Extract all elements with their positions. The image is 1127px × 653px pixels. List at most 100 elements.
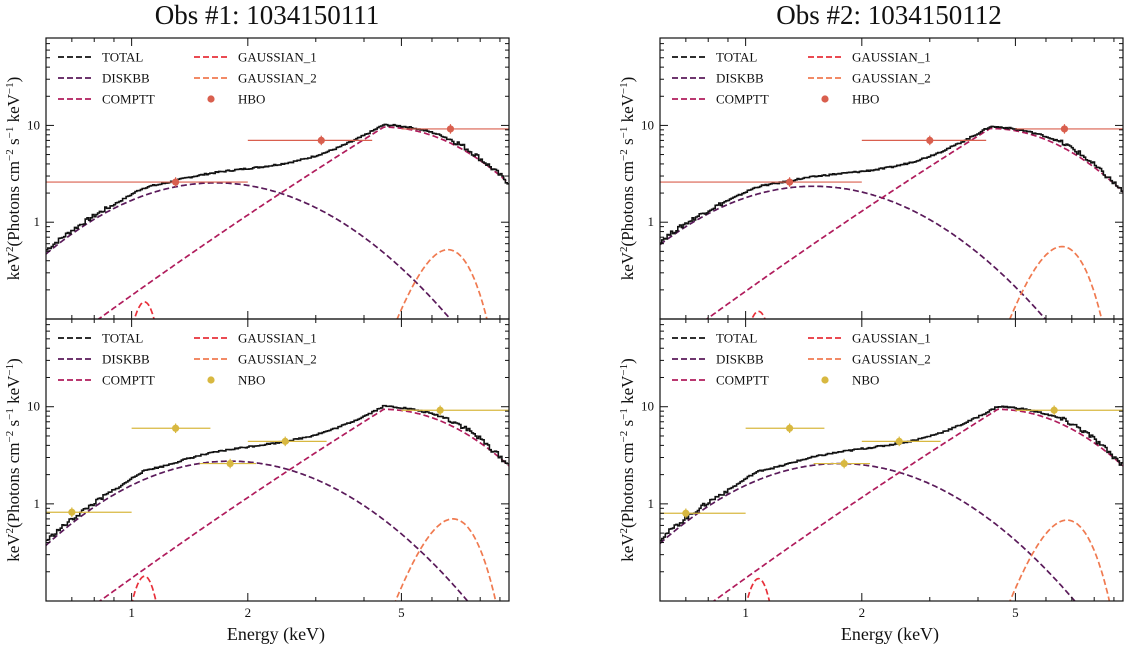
y-label-superscript: −1 xyxy=(618,408,630,420)
point-hbo xyxy=(1060,125,1069,133)
curve-gaussian-1 xyxy=(131,575,157,601)
legend-marker-hbo xyxy=(207,95,215,103)
y-label-part: keV xyxy=(618,251,637,280)
panel-top-right: 1 10 TOTAL DISKBB COMPTT GAUSSIAN_1 GAUSSIAN_2… xyxy=(618,37,1124,320)
y-tick-label: 1 xyxy=(648,496,655,511)
y-label-part: keV xyxy=(4,251,23,280)
y-tick-label: 10 xyxy=(27,117,40,132)
y-label-part: keV xyxy=(618,93,637,126)
curve-diskbb xyxy=(46,182,452,319)
y-label-superscript: −1 xyxy=(618,127,630,139)
legend-label-gaussian-1: GAUSSIAN_1 xyxy=(238,331,317,346)
x-tick-label: 2 xyxy=(859,605,866,620)
y-tick-label: 10 xyxy=(27,399,40,414)
legend-label-comptt: COMPTT xyxy=(716,373,769,388)
legend-marker-nbo xyxy=(207,376,215,384)
legend-label-gaussian-1: GAUSSIAN_1 xyxy=(238,50,317,65)
panel-bottom-right: 1 2 5 1 10 TOTAL DISKBB COMPTT GAUSSIAN_1 GAUSSIA… xyxy=(618,318,1124,620)
y-label-superscript: −1 xyxy=(618,82,630,94)
y-label-superscript: −2 xyxy=(4,431,16,443)
plot-area xyxy=(660,405,1123,601)
curve-total xyxy=(46,123,509,251)
y-label-part: (Photons cm xyxy=(618,442,637,527)
curve-diskbb xyxy=(46,460,469,601)
y-label-part: keV xyxy=(4,375,23,408)
point-nbo xyxy=(895,437,903,445)
curve-gaussian-1 xyxy=(133,301,155,319)
point-hbo xyxy=(786,178,794,186)
plot-area xyxy=(46,123,509,319)
legend-marker-hbo xyxy=(821,95,829,103)
legend-label-total: TOTAL xyxy=(102,50,143,65)
y-label-part: (Photons cm xyxy=(4,161,23,246)
legend-label-nbo: NBO xyxy=(852,373,879,388)
point-nbo xyxy=(436,406,444,414)
legend-label-comptt: COMPTT xyxy=(102,92,155,107)
y-label-superscript: 2 xyxy=(618,246,630,252)
legend-label-gaussian-1: GAUSSIAN_1 xyxy=(852,331,931,346)
point-hbo xyxy=(172,178,180,186)
legend-label-hbo: HBO xyxy=(238,92,265,107)
point-nbo xyxy=(682,509,690,517)
y-axis-label: keV2(Photons cm−2 s−1 keV−1) xyxy=(618,358,637,562)
x-tick-label: 5 xyxy=(398,605,405,620)
legend-label-gaussian-2: GAUSSIAN_2 xyxy=(238,71,317,86)
y-label-superscript: −1 xyxy=(4,408,16,420)
legend-label-diskbb: DISKBB xyxy=(102,71,150,86)
point-nbo xyxy=(840,459,848,468)
y-label-superscript: −2 xyxy=(618,431,630,443)
y-tick-label: 10 xyxy=(641,117,654,132)
curve-total xyxy=(660,405,1123,542)
legend-label-diskbb: DISKBB xyxy=(102,352,150,367)
y-tick-label: 1 xyxy=(648,214,655,229)
y-label-superscript: −1 xyxy=(618,364,630,376)
x-tick-label: 1 xyxy=(742,605,749,620)
y-tick-label: 1 xyxy=(34,214,41,229)
y-label-part: ) xyxy=(4,77,23,83)
curve-gaussian-2 xyxy=(394,518,497,601)
y-label-part: ) xyxy=(618,358,637,364)
y-axis-label: keV2(Photons cm−2 s−1 keV−1) xyxy=(4,77,23,281)
y-label-part: s xyxy=(618,420,637,431)
y-tick-label: 10 xyxy=(641,399,654,414)
y-label-part: (Photons cm xyxy=(4,442,23,527)
y-label-part: s xyxy=(618,138,637,149)
y-label-superscript: −1 xyxy=(4,364,16,376)
point-hbo xyxy=(446,125,455,133)
legend-label-hbo: HBO xyxy=(852,92,879,107)
point-nbo xyxy=(786,424,794,432)
y-label-part: s xyxy=(4,138,23,149)
curve-comptt xyxy=(712,408,1123,601)
curve-total xyxy=(660,125,1123,244)
panel-bottom-left: 1 2 5 1 10 TOTAL DISKBB COMPTT GAUSSIAN_1 GAUSSIA… xyxy=(4,318,510,620)
point-hbo xyxy=(317,136,325,145)
axes-frame xyxy=(45,318,510,602)
y-label-superscript: −1 xyxy=(4,127,16,139)
y-label-part: ) xyxy=(4,358,23,364)
legend-label-comptt: COMPTT xyxy=(716,92,769,107)
y-label-superscript: −2 xyxy=(618,149,630,161)
y-label-part: keV xyxy=(4,93,23,126)
panel-top-left: 1 10 TOTAL DISKBB COMPTT GAUSSIAN_1 GAUSSIAN_2… xyxy=(4,37,510,320)
curve-gaussian-1 xyxy=(750,310,766,319)
legend-marker-nbo xyxy=(821,376,829,384)
curve-gaussian-1 xyxy=(746,577,771,601)
xlabel-left: Energy (keV) xyxy=(227,624,325,645)
y-label-part: ) xyxy=(618,77,637,83)
curve-total xyxy=(46,404,509,541)
point-nbo xyxy=(226,459,234,468)
curve-comptt xyxy=(705,127,1123,319)
title-obs1: Obs #1: 1034150111 xyxy=(155,0,380,30)
xlabel-right: Energy (keV) xyxy=(841,624,939,645)
legend-label-diskbb: DISKBB xyxy=(716,352,764,367)
legend-label-gaussian-1: GAUSSIAN_1 xyxy=(852,50,931,65)
title-obs2: Obs #2: 1034150112 xyxy=(776,0,1002,30)
curve-comptt xyxy=(98,408,509,601)
legend-label-nbo: NBO xyxy=(238,373,265,388)
y-tick-label: 1 xyxy=(34,496,41,511)
x-tick-label: 2 xyxy=(245,605,252,620)
legend-label-gaussian-2: GAUSSIAN_2 xyxy=(852,352,931,367)
plot-area xyxy=(46,404,509,601)
